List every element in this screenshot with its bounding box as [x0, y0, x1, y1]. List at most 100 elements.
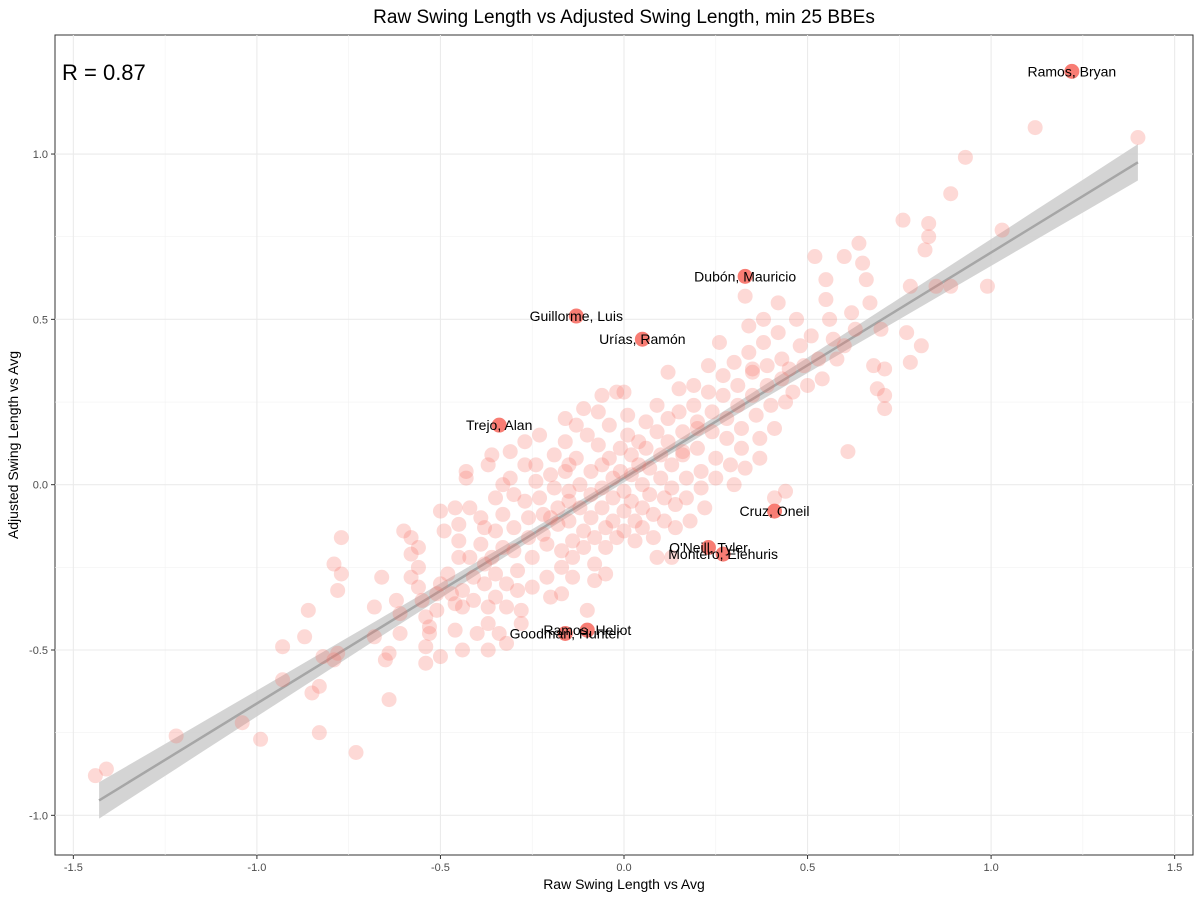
scatter-point [517, 457, 533, 473]
scatter-point [495, 477, 511, 493]
scatter-point [667, 497, 683, 513]
scatter-point [737, 460, 753, 476]
scatter-point [741, 344, 757, 360]
scatter-point [675, 447, 691, 463]
scatter-point [836, 338, 852, 354]
scatter-point [488, 589, 504, 605]
scatter-point [275, 672, 291, 688]
scatter-point [454, 642, 470, 658]
highlighted-point [1064, 63, 1080, 79]
scatter-point [609, 530, 625, 546]
scatter-point [844, 305, 860, 321]
scatter-point [333, 530, 349, 546]
scatter-point [447, 596, 463, 612]
scatter-point [535, 506, 551, 522]
y-axis-ticks: -1.0 -0.5 0.0 0.5 1.0 [29, 149, 55, 822]
scatter-point [767, 490, 783, 506]
scatter-point [605, 513, 621, 529]
scatter-point [634, 477, 650, 493]
scatter-point [543, 589, 559, 605]
scatter-point [902, 354, 918, 370]
scatter-point [333, 566, 349, 582]
highlighted-point [634, 331, 650, 347]
scatter-point [792, 338, 808, 354]
scatter-point [458, 463, 474, 479]
scatter-point [524, 579, 540, 595]
scatter-point [829, 351, 845, 367]
scatter-point [627, 533, 643, 549]
scatter-point [528, 457, 544, 473]
correlation-annotation: R = 0.87 [62, 60, 146, 85]
scatter-point [374, 569, 390, 585]
scatter-point [759, 377, 775, 393]
scatter-point [392, 606, 408, 622]
y-tick-label: -0.5 [29, 645, 48, 657]
scatter-point [403, 546, 419, 562]
scatter-point [785, 384, 801, 400]
scatter-point [733, 420, 749, 436]
scatter-point [557, 411, 573, 427]
scatter-point [638, 414, 654, 430]
scatter-point [499, 635, 515, 651]
scatter-point [752, 430, 768, 446]
point-label: O'Neill, Tyler [669, 540, 748, 556]
scatter-point [579, 427, 595, 443]
scatter-point [796, 358, 812, 374]
scatter-point [770, 295, 786, 311]
scatter-point [546, 480, 562, 496]
scatter-point [554, 586, 570, 602]
scatter-point [609, 384, 625, 400]
scatter-point [678, 470, 694, 486]
scatter-point [506, 487, 522, 503]
scatter-point [300, 602, 316, 618]
scatter-point [421, 619, 437, 635]
scatter-point [576, 401, 592, 417]
scatter-point [671, 404, 687, 420]
scatter-point [638, 440, 654, 456]
scatter-point [693, 480, 709, 496]
scatter-point [708, 450, 724, 466]
scatter-point [539, 536, 555, 552]
scatter-point [689, 414, 705, 430]
scatter-point [895, 212, 911, 228]
scatter-point [484, 549, 500, 565]
scatter-point [807, 249, 823, 265]
scatter-point [686, 377, 702, 393]
scatter-point [1130, 130, 1146, 145]
scatter-point [465, 569, 481, 585]
confidence-band [98, 144, 1139, 819]
scatter-point [521, 530, 537, 546]
scatter-point [653, 470, 669, 486]
scatter-point [590, 437, 606, 453]
scatter-point [392, 625, 408, 641]
y-tick-label: 0.5 [33, 314, 48, 326]
scatter-point [869, 381, 885, 397]
scatter-point [759, 358, 775, 374]
scatter-point [418, 639, 434, 655]
x-tick-label: 0.5 [800, 862, 815, 874]
scatter-point [410, 579, 426, 595]
scatter-point [620, 427, 636, 443]
scatter-point [994, 222, 1010, 238]
scatter-point [631, 434, 647, 450]
y-tick-label: -1.0 [29, 810, 48, 822]
scatter-point [554, 559, 570, 575]
scatter-point [700, 384, 716, 400]
scatter-point [499, 576, 515, 592]
scatter-point [767, 420, 783, 436]
scatter-point [311, 725, 327, 741]
scatter-point [484, 447, 500, 463]
scatter-point [557, 463, 573, 479]
x-tick-label: -0.5 [431, 862, 450, 874]
scatter-point [234, 715, 250, 731]
scatter-point [803, 328, 819, 344]
scatter-point [429, 586, 445, 602]
scatter-point [594, 480, 610, 496]
scatter-point [377, 652, 393, 668]
scatter-point [634, 520, 650, 536]
scatter-point [568, 450, 584, 466]
scatter-point [605, 490, 621, 506]
scatter-point [642, 487, 658, 503]
scatter-point [513, 602, 529, 618]
